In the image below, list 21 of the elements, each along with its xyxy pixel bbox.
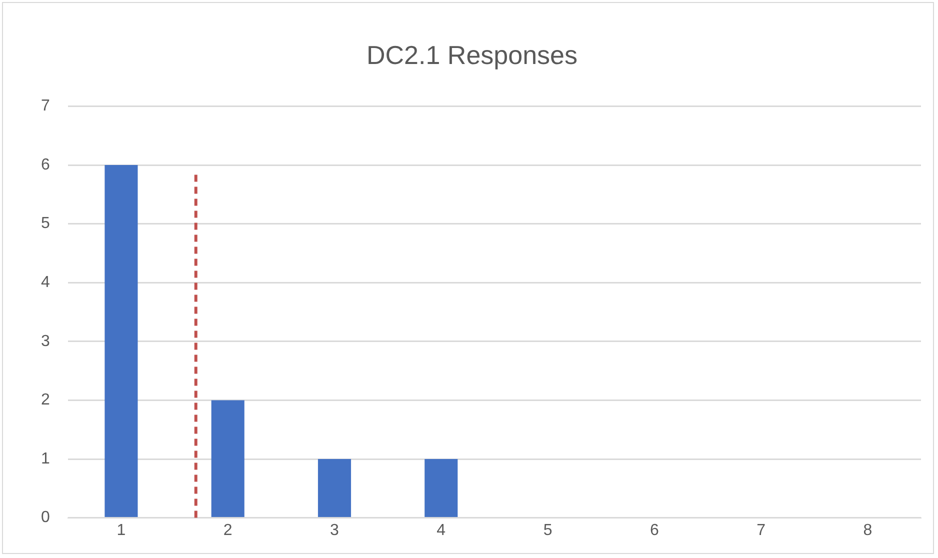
bar: [424, 459, 458, 518]
x-tick-label: 3: [330, 522, 340, 539]
y-tick-label: 5: [40, 215, 50, 232]
y-tick-label: 3: [40, 332, 50, 350]
y-tick-label: 4: [40, 274, 50, 292]
x-tick-label: 5: [543, 522, 552, 539]
y-tick-label: 1: [40, 450, 50, 468]
x-tick-label: 8: [863, 522, 872, 539]
x-tick-label: 4: [436, 522, 446, 539]
bar: [211, 400, 244, 518]
x-tick-label: 1: [116, 522, 126, 539]
chart-title: DC2.1 Responses: [366, 40, 578, 70]
y-tick-label: 0: [40, 509, 50, 526]
bar: [318, 459, 352, 518]
x-tick-label: 7: [756, 522, 766, 539]
x-tick-label: 2: [223, 522, 232, 539]
y-tick-label: 2: [40, 392, 50, 409]
bar: [104, 165, 138, 518]
x-tick-label: 6: [650, 522, 659, 539]
y-tick-label: 6: [40, 156, 50, 174]
y-tick-label: 7: [40, 98, 50, 115]
